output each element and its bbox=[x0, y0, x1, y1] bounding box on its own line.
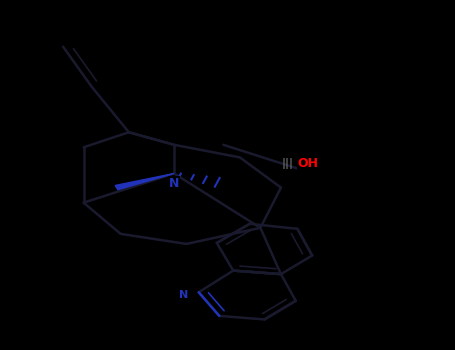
Text: OH: OH bbox=[298, 157, 318, 170]
Text: N: N bbox=[169, 177, 179, 190]
Polygon shape bbox=[115, 174, 174, 190]
Text: N: N bbox=[179, 290, 188, 300]
Text: |||: ||| bbox=[281, 158, 293, 169]
